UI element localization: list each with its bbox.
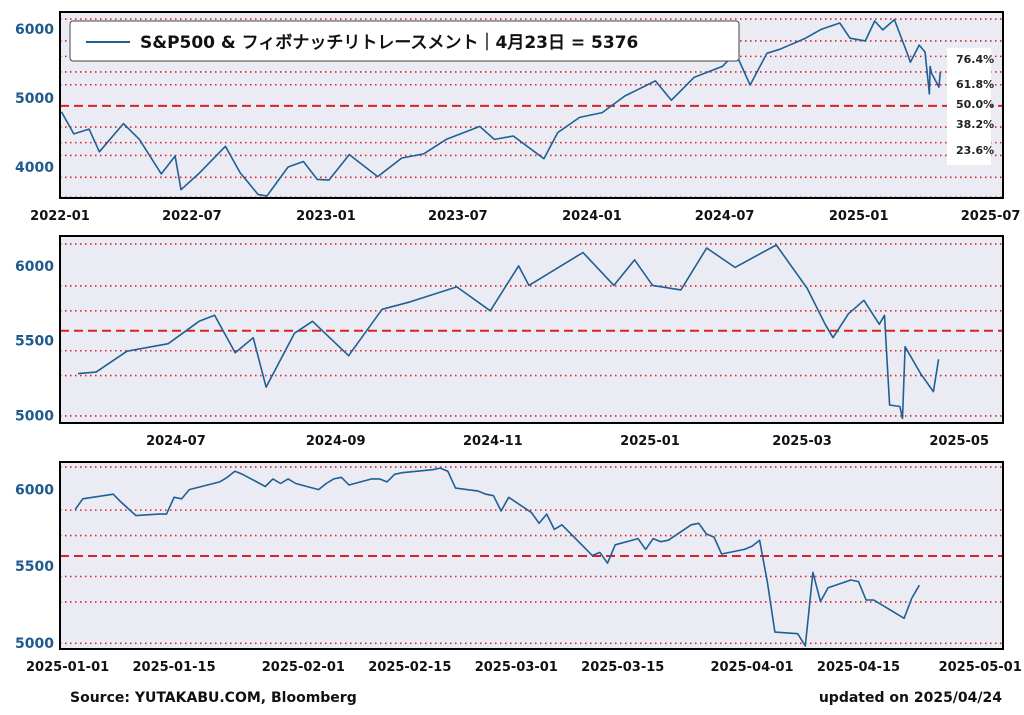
x-tick-label: 2025-03-01 — [475, 660, 558, 675]
plot-frame — [59, 461, 1004, 650]
fib-label-76: 76.4% — [956, 53, 994, 66]
source-note: Source: YUTAKABU.COM, Bloomberg — [70, 690, 357, 706]
y-tick-label: 5500 — [15, 559, 54, 575]
y-tick-label: 4000 — [15, 160, 54, 176]
fib-label-23: 23.6% — [956, 144, 994, 157]
x-tick-label: 2025-01 — [620, 434, 680, 449]
mid-term-panel: 2024-07 2024-09 2024-11 2025-01 2025-03 2025-… — [15, 235, 1004, 449]
x-tick-label: 2025-01-01 — [26, 660, 109, 675]
x-tick-label: 2025-02-15 — [368, 660, 451, 675]
y-tick-label: 6000 — [15, 483, 54, 499]
plot-background — [60, 236, 1003, 423]
legend-label: S&P500 & フィボナッチリトレースメント｜4月23日 = 5376 — [140, 32, 638, 53]
x-tick-label: 2025-05-01 — [939, 660, 1022, 675]
y-tick-label: 6000 — [15, 259, 54, 275]
legend-frame — [69, 20, 740, 62]
x-tick-label: 2024-09 — [306, 434, 366, 449]
x-tick-label: 2023-01 — [296, 209, 356, 224]
fib-label-50: 50.0% — [956, 98, 994, 111]
price-line — [77, 244, 940, 420]
x-tick-label: 2024-07 — [146, 434, 206, 449]
y-tick-label: 5500 — [15, 334, 54, 350]
x-tick-label: 2023-07 — [428, 209, 488, 224]
y-tick-label: 6000 — [15, 22, 54, 38]
x-tick-label: 2025-04-15 — [817, 660, 900, 675]
price-line — [74, 467, 920, 647]
x-tick-label: 2025-01-15 — [132, 660, 215, 675]
fib-label-backdrop — [947, 48, 991, 165]
x-tick-label: 2025-03-15 — [581, 660, 664, 675]
x-tick-label: 2022-01 — [30, 209, 90, 224]
x-tick-label: 2025-02-01 — [262, 660, 345, 675]
x-tick-label: 2025-07 — [961, 209, 1021, 224]
fib-labels: 76.4% 61.8% 50.0% 38.2% 23.6% — [947, 48, 994, 165]
x-tick-label: 2025-03 — [772, 434, 832, 449]
fib-label-38: 38.2% — [956, 118, 994, 131]
x-tick-label: 2024-01 — [562, 209, 622, 224]
x-tick-label: 2022-07 — [162, 209, 222, 224]
updated-note: updated on 2025/04/24 — [819, 690, 1002, 706]
plot-frame — [59, 11, 1004, 199]
x-tick-label: 2024-07 — [695, 209, 755, 224]
x-tick-label: 2024-11 — [463, 434, 523, 449]
y-tick-label: 5000 — [15, 636, 54, 652]
y-tick-label: 5000 — [15, 409, 54, 425]
x-tick-label: 2025-05 — [929, 434, 989, 449]
x-tick-label: 2025-01 — [829, 209, 889, 224]
x-tick-label: 2025-04-01 — [710, 660, 793, 675]
price-line — [60, 18, 942, 197]
y-tick-label: 5000 — [15, 91, 54, 107]
short-term-panel: 2025-01-01 2025-01-15 2025-02-01 2025-02-15… — [15, 461, 1022, 675]
plot-frame — [59, 235, 1004, 424]
legend-box: S&P500 & フィボナッチリトレースメント｜4月23日 = 5376 — [69, 20, 740, 62]
fib-label-61: 61.8% — [956, 78, 994, 91]
